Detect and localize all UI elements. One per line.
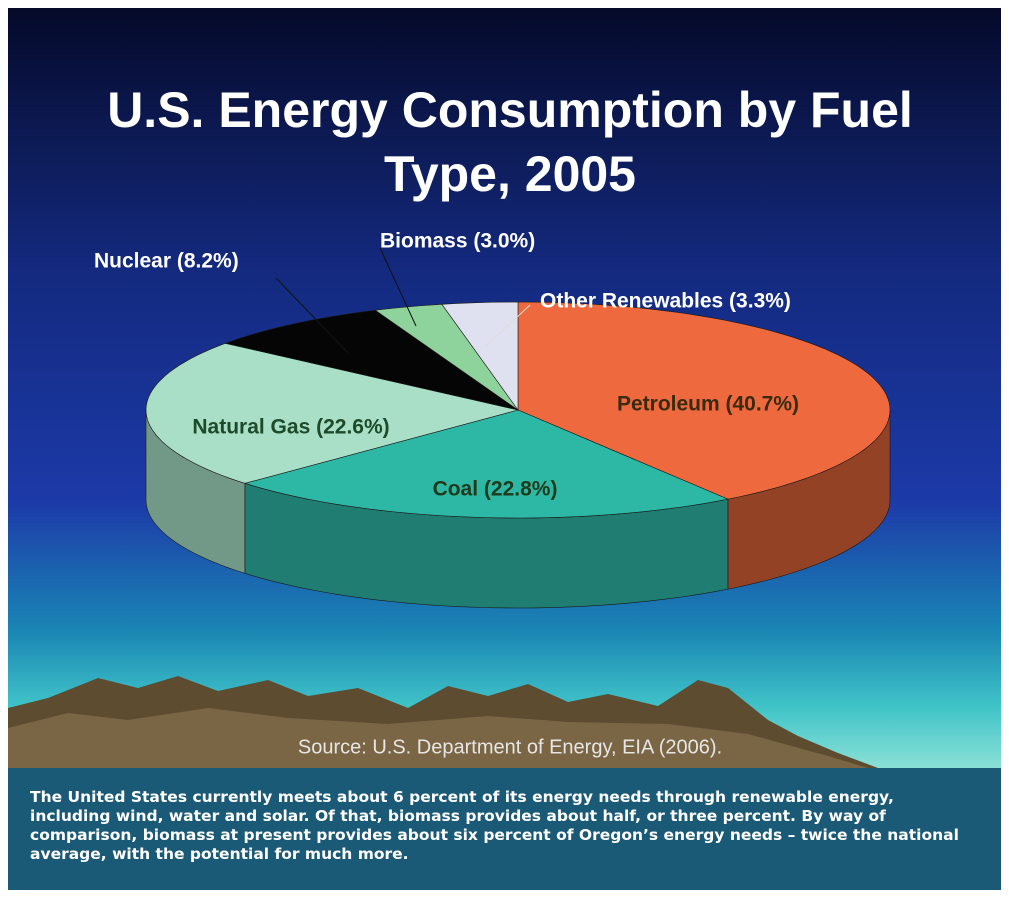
- data-label: Biomass (3.0%): [380, 230, 535, 253]
- data-label: Petroleum (40.7%): [617, 393, 799, 416]
- chart-title: U.S. Energy Consumption by Fuel Type, 20…: [40, 78, 980, 206]
- data-label: Other Renewables (3.3%): [540, 290, 791, 313]
- caption: The United States currently meets about …: [8, 768, 1001, 890]
- source: Source: U.S. Department of Energy, EIA (…: [298, 736, 722, 758]
- data-label: Nuclear (8.2%): [94, 250, 239, 273]
- data-label: Coal (22.8%): [433, 478, 558, 501]
- data-label: Natural Gas (22.6%): [192, 416, 389, 439]
- page: Source: U.S. Department of Energy, EIA (…: [0, 0, 1009, 898]
